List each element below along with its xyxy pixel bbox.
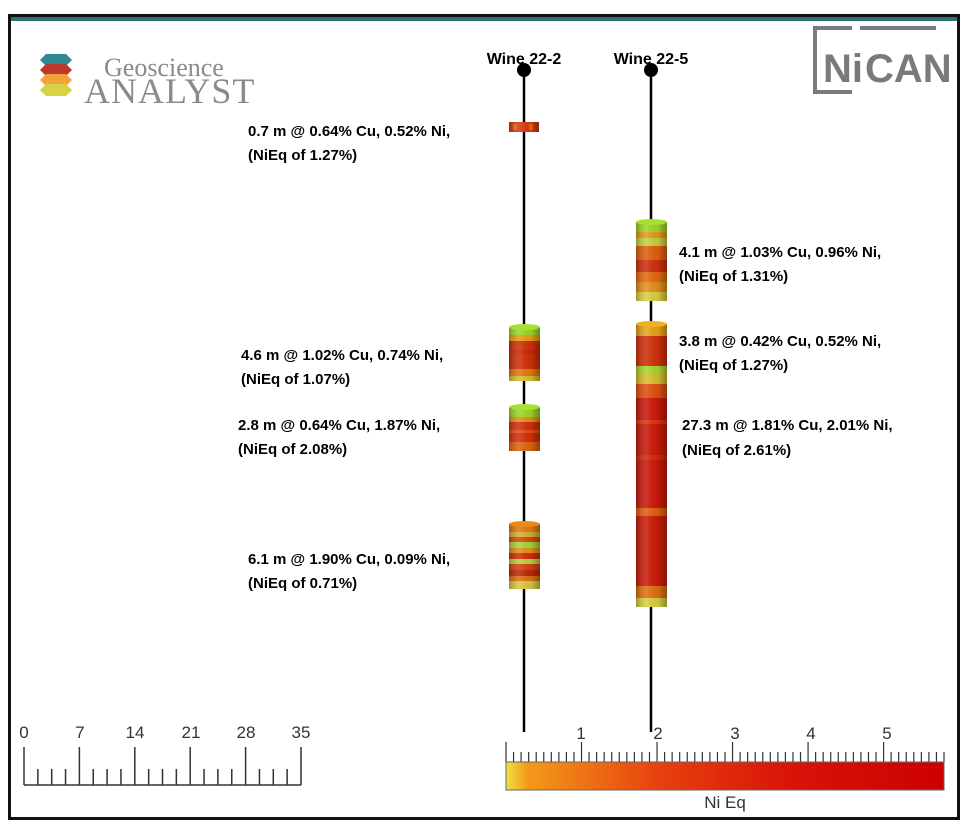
scale-label-21: 21 [182, 723, 201, 742]
intercept-wine-22-5-b [636, 321, 667, 607]
logo-line2: ANALYST [84, 71, 255, 111]
annotation-22-2-d: 6.1 m @ 1.90% Cu, 0.09% Ni, (NiEq of 0.7… [248, 551, 450, 592]
ramp-label-5: 5 [882, 724, 891, 743]
intercept-wine-22-2-a [509, 122, 539, 132]
nican-ni: Ni [823, 47, 863, 91]
logo-line1: Geoscience [104, 53, 224, 82]
scale-label-28: 28 [237, 723, 256, 742]
annotation-22-2-a: 0.7 m @ 0.64% Cu, 0.52% Ni, (NiEq of 1.2… [248, 123, 450, 164]
geoscience-analyst-logo: Geoscience ANALYST [40, 53, 255, 111]
annotation-line1: 4.1 m @ 1.03% Cu, 0.96% Ni, [679, 244, 881, 261]
nieq-color-ramp: 1 2 3 4 5 Ni Eq [505, 724, 945, 812]
ramp-label-4: 4 [806, 724, 815, 743]
annotation-line1: 3.8 m @ 0.42% Cu, 0.52% Ni, [679, 333, 881, 350]
ramp-title: Ni Eq [704, 793, 746, 812]
intercept-wine-22-2-b [509, 324, 540, 381]
annotation-22-5-a: 4.1 m @ 1.03% Cu, 0.96% Ni, (NiEq of 1.3… [679, 244, 881, 285]
nican-can: CAN [865, 47, 952, 91]
annotation-line2: (NiEq of 1.07%) [241, 371, 350, 388]
scale-label-35: 35 [292, 723, 311, 742]
annotation-22-5-c: 27.3 m @ 1.81% Cu, 2.01% Ni, (NiEq of 2.… [682, 417, 893, 459]
annotation-line1: 27.3 m @ 1.81% Cu, 2.01% Ni, [682, 417, 893, 434]
scale-label-14: 14 [126, 723, 145, 742]
annotation-line1: 2.8 m @ 0.64% Cu, 1.87% Ni, [238, 417, 440, 434]
hole-label-wine-22-5: Wine 22-5 [614, 51, 689, 68]
collar-wine-22-2 [517, 63, 531, 77]
nican-logo: Ni CAN [813, 26, 952, 94]
annotation-line2: (NiEq of 2.61%) [682, 442, 791, 459]
distance-scale-bar: 0 7 14 21 28 35 [19, 723, 311, 786]
annotation-line1: 0.7 m @ 0.64% Cu, 0.52% Ni, [248, 123, 450, 140]
annotation-line2: (NiEq of 1.31%) [679, 268, 788, 285]
ramp-label-1: 1 [576, 724, 585, 743]
annotation-line2: (NiEq of 1.27%) [248, 147, 357, 164]
annotation-22-2-b: 4.6 m @ 1.02% Cu, 0.74% Ni, (NiEq of 1.0… [241, 347, 443, 388]
top-strip [11, 17, 957, 21]
scale-label-7: 7 [75, 723, 84, 742]
ramp-label-3: 3 [730, 724, 739, 743]
hole-label-wine-22-2: Wine 22-2 [487, 51, 562, 68]
ramp-label-2: 2 [653, 724, 662, 743]
intercept-wine-22-5-a [636, 219, 667, 301]
intercept-wine-22-2-c [509, 404, 540, 451]
annotation-line1: 6.1 m @ 1.90% Cu, 0.09% Ni, [248, 551, 450, 568]
annotation-line2: (NiEq of 2.08%) [238, 441, 347, 458]
annotation-line2: (NiEq of 1.27%) [679, 357, 788, 374]
annotation-22-2-c: 2.8 m @ 0.64% Cu, 1.87% Ni, (NiEq of 2.0… [238, 417, 440, 458]
intercept-wine-22-2-d [509, 521, 540, 589]
nieq-gradient-bar [505, 761, 945, 791]
annotation-line2: (NiEq of 0.71%) [248, 575, 357, 592]
stacked-layers-icon [40, 54, 72, 96]
annotation-line1: 4.6 m @ 1.02% Cu, 0.74% Ni, [241, 347, 443, 364]
figure-frame [8, 14, 960, 820]
scale-label-0: 0 [19, 723, 28, 742]
annotation-22-5-b: 3.8 m @ 0.42% Cu, 0.52% Ni, (NiEq of 1.2… [679, 333, 881, 374]
collar-wine-22-5 [644, 63, 658, 77]
